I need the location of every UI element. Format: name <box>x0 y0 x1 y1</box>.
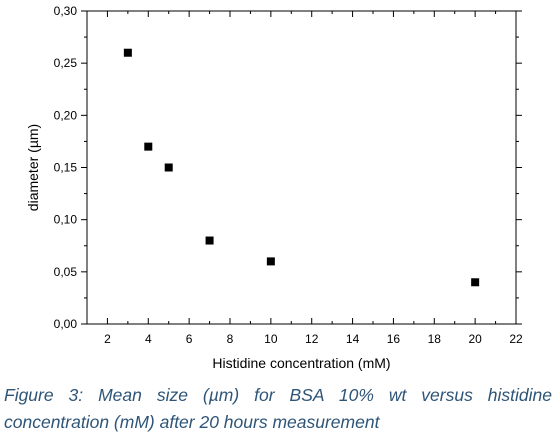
x-tick-label: 12 <box>305 332 319 346</box>
x-tick-label: 2 <box>104 332 111 346</box>
chart: 2 4 6 8 10 12 14 16 18 20 22 0,00 0,05 0,10 0,15 0,20 0,… <box>25 4 523 371</box>
y-tick-label: 0,30 <box>54 4 78 18</box>
x-tick-label: 22 <box>509 332 523 346</box>
data-point <box>471 278 480 287</box>
plot-frame <box>86 10 517 325</box>
y-axis-title: diameter (µm) <box>25 124 41 211</box>
y-tick-label: 0,10 <box>54 213 78 227</box>
x-tick-label: 20 <box>468 332 482 346</box>
y-tick-label: 0,25 <box>54 56 78 70</box>
y-tick-label: 0,15 <box>54 161 78 175</box>
figure-caption: Figure 3: Mean size (µm) for BSA 10% wt … <box>4 385 552 432</box>
data-points <box>123 48 480 287</box>
data-point <box>144 142 153 151</box>
data-point <box>205 236 214 245</box>
x-tick-label: 4 <box>145 332 152 346</box>
y-tick-label: 0,20 <box>54 108 78 122</box>
axis-ticks: 2 4 6 8 10 12 14 16 18 20 22 0,00 0,05 0,10 0,15 0,20 0,… <box>54 4 523 346</box>
x-tick-label: 8 <box>227 332 234 346</box>
y-tick-label: 0,00 <box>54 317 78 331</box>
data-point <box>164 163 173 172</box>
y-tick-label: 0,05 <box>54 265 78 279</box>
x-tick-label: 18 <box>428 332 442 346</box>
scatter-plot: 2 4 6 8 10 12 14 16 18 20 22 0,00 0,05 0,10 0,15 0,20 0,… <box>25 4 523 371</box>
x-tick-label: 10 <box>264 332 278 346</box>
data-point <box>266 257 275 266</box>
x-axis-title: Histidine concentration (mM) <box>212 355 390 371</box>
x-tick-label: 6 <box>186 332 193 346</box>
data-point <box>123 48 132 57</box>
x-tick-label: 16 <box>387 332 401 346</box>
x-tick-label: 14 <box>346 332 360 346</box>
